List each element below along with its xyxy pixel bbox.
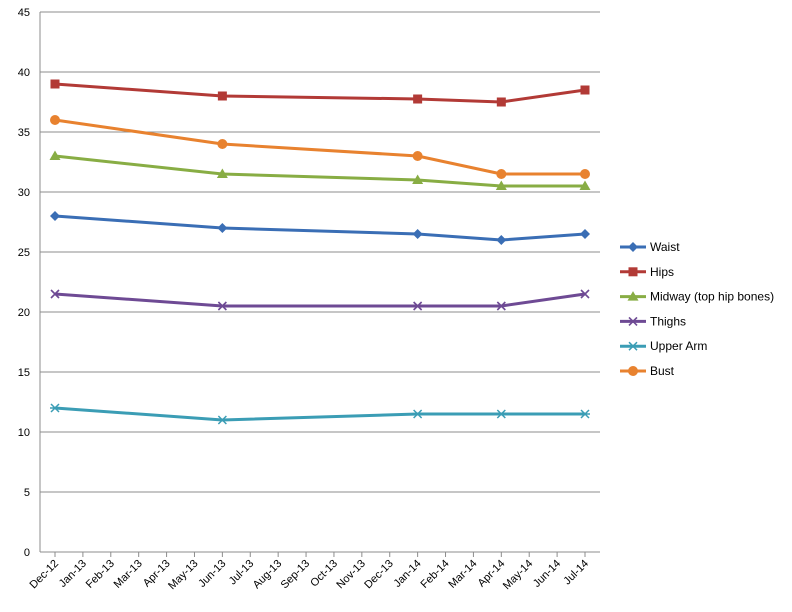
data-point (412, 229, 423, 239)
data-point (628, 316, 638, 326)
data-point (496, 235, 507, 245)
data-point (412, 174, 424, 184)
data-point (580, 409, 590, 419)
y-tick-label: 0 (24, 547, 30, 559)
axes: 051015202530354045Dec-12Jan-13Feb-13Mar-… (18, 7, 600, 592)
x-tick-label: Nov-13 (334, 558, 368, 592)
series-midway-top-hip-bones (49, 150, 591, 190)
legend-label: Bust (650, 364, 675, 378)
y-tick-label: 25 (18, 247, 30, 259)
data-point (217, 223, 228, 233)
data-point (627, 291, 639, 301)
x-tick-label: Sep-13 (279, 558, 313, 592)
data-point (496, 97, 506, 107)
data-point (216, 168, 228, 178)
y-tick-label: 45 (18, 7, 30, 19)
legend: Waist Hips Midway (top hip bones) Thighs Upp… (620, 240, 774, 378)
y-tick-label: 10 (18, 427, 30, 439)
legend-label: Waist (650, 240, 680, 254)
data-point (217, 301, 227, 311)
x-tick-label: Dec-13 (362, 558, 396, 592)
data-point (628, 267, 638, 277)
data-point (412, 409, 423, 419)
data-point (217, 415, 228, 425)
data-point (496, 409, 507, 419)
x-tick-label: Aug-13 (251, 558, 285, 592)
y-tick-label: 30 (18, 187, 30, 199)
series-thighs (50, 289, 590, 311)
y-tick-label: 40 (18, 67, 30, 79)
x-tick-label: Jan-14 (391, 558, 423, 590)
data-point (496, 301, 506, 311)
y-tick-label: 5 (24, 487, 30, 499)
x-tick-label: Feb-14 (419, 558, 452, 591)
series-line (54, 214, 586, 242)
data-point (580, 289, 590, 299)
legend-label: Upper Arm (650, 339, 707, 353)
legend-item: Bust (620, 364, 675, 378)
legend-item: Waist (620, 240, 680, 254)
series-line (54, 292, 586, 308)
y-tick-label: 15 (18, 367, 30, 379)
x-tick-label: May-14 (501, 558, 535, 592)
x-tick-label: Dec-12 (28, 558, 62, 592)
x-tick-label: Jun-13 (196, 558, 228, 590)
legend-item: Midway (top hip bones) (620, 290, 774, 304)
x-tick-label: Jul-14 (561, 558, 591, 588)
data-point (580, 229, 590, 239)
data-point (413, 94, 423, 104)
legend-item: Thighs (620, 314, 686, 328)
x-tick-label: May-13 (166, 558, 200, 592)
data-point (579, 180, 591, 190)
series-hips (50, 79, 590, 107)
series-layer (49, 79, 591, 425)
x-tick-label: Jun-14 (531, 558, 563, 590)
data-point (628, 366, 638, 376)
legend-item: Upper Arm (620, 339, 707, 353)
series-bust (50, 115, 590, 179)
y-tick-label: 20 (18, 307, 30, 319)
data-point (413, 301, 423, 311)
data-point (628, 341, 638, 351)
data-point (580, 169, 590, 179)
data-point (49, 150, 61, 160)
data-point (412, 151, 423, 161)
data-point (628, 242, 638, 252)
legend-label: Hips (650, 265, 674, 279)
data-point (50, 79, 60, 89)
x-tick-label: Jan-13 (57, 558, 89, 590)
series-upper-arm (50, 403, 590, 425)
data-point (50, 289, 60, 299)
data-point (50, 115, 60, 125)
legend-label: Thighs (650, 314, 686, 328)
data-point (217, 139, 228, 149)
y-tick-label: 35 (18, 127, 30, 139)
gridlines (40, 11, 600, 493)
data-point (495, 180, 507, 190)
data-point (50, 403, 60, 413)
data-point (496, 169, 507, 179)
series-waist (50, 211, 590, 245)
x-tick-label: Mar-14 (446, 558, 479, 591)
legend-item: Hips (620, 265, 674, 279)
data-point (50, 211, 60, 221)
data-point (217, 91, 227, 101)
data-point (580, 85, 590, 95)
series-line (54, 154, 585, 188)
x-tick-label: Feb-13 (84, 558, 117, 591)
x-tick-label: Mar-13 (112, 558, 145, 591)
legend-label: Midway (top hip bones) (650, 290, 774, 304)
